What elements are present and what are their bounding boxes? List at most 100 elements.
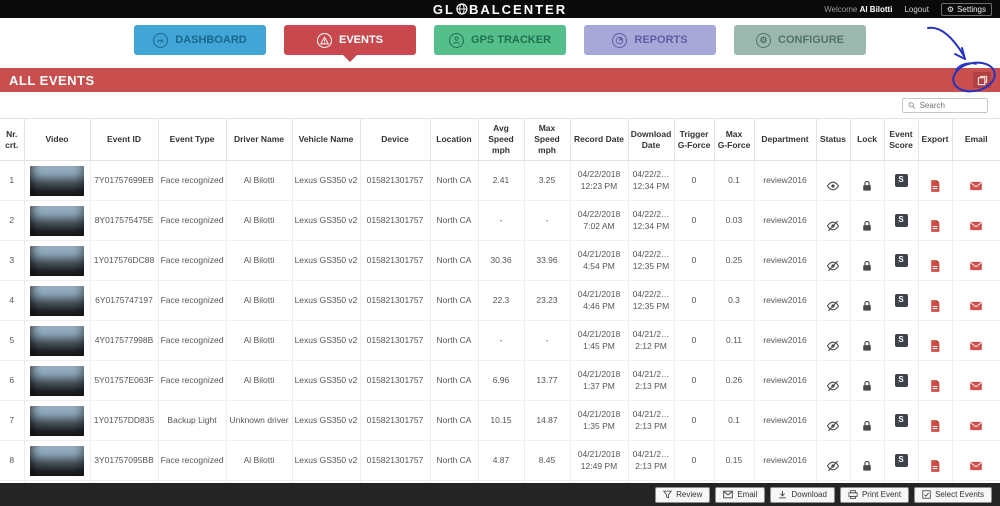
table-row[interactable]: 6 5Y01757E063F Face recognized Al Bilott…	[0, 360, 1000, 402]
video-thumbnail[interactable]	[30, 165, 84, 196]
event-score-badge[interactable]: S	[894, 454, 908, 468]
status-eye-icon[interactable]	[826, 299, 840, 313]
status-eye-icon[interactable]	[826, 259, 840, 273]
email-icon[interactable]	[969, 379, 983, 393]
column-header[interactable]: Avg Speed mph	[478, 117, 525, 162]
tab-gps-tracker[interactable]: GPS TRACKER	[434, 25, 566, 55]
column-header[interactable]: Download Date	[628, 117, 675, 162]
column-header[interactable]: Email	[952, 117, 1000, 162]
logout-link[interactable]: Logout	[904, 4, 929, 14]
column-header[interactable]: Lock	[850, 117, 885, 162]
status-eye-icon[interactable]	[826, 179, 840, 193]
event-score-badge[interactable]: S	[894, 414, 908, 428]
video-thumbnail[interactable]	[30, 325, 84, 356]
export-pdf-icon[interactable]	[928, 419, 942, 433]
column-header[interactable]: Event Score	[884, 117, 919, 162]
device-cell: 015821301757	[360, 240, 431, 282]
export-pdf-icon[interactable]	[928, 259, 942, 273]
lock-icon[interactable]	[860, 459, 874, 473]
export-pdf-icon[interactable]	[928, 339, 942, 353]
email-icon[interactable]	[969, 219, 983, 233]
column-header[interactable]: Location	[430, 117, 479, 162]
email-icon[interactable]	[969, 299, 983, 313]
table-row[interactable]: 4 6Y0175747197 Face recognized Al Bilott…	[0, 280, 1000, 322]
review-button[interactable]: Review	[655, 486, 711, 503]
tab-events[interactable]: EVENTS	[284, 25, 416, 62]
lock-icon[interactable]	[860, 379, 874, 393]
event-score-badge[interactable]: S	[894, 334, 908, 348]
vehicle-name-cell: Lexus GS350 v2	[292, 440, 361, 482]
video-thumbnail[interactable]	[30, 365, 84, 396]
video-thumbnail[interactable]	[30, 245, 84, 276]
status-eye-icon[interactable]	[826, 419, 840, 433]
event-score-badge[interactable]: S	[894, 214, 908, 228]
tab-reports[interactable]: REPORTS	[584, 25, 716, 55]
print-event-button[interactable]: Print Event	[839, 486, 910, 503]
settings-button[interactable]: ⚙ Settings	[940, 2, 992, 16]
event-score-badge[interactable]: S	[894, 374, 908, 388]
video-thumbnail[interactable]	[30, 205, 84, 236]
table-row[interactable]: 2 8Y017575475E Face recognized Al Bilott…	[0, 200, 1000, 242]
status-eye-icon[interactable]	[826, 219, 840, 233]
tab-dashboard[interactable]: DASHBOARD	[134, 25, 266, 55]
events-table-header-row: Nr. crt. Video Event ID Event Type Driver Na…	[0, 117, 1000, 162]
event-id-cell: 1Y01757DD835	[90, 400, 159, 442]
vehicle-name-cell: Lexus GS350 v2	[292, 160, 361, 202]
export-pdf-icon[interactable]	[928, 459, 942, 473]
column-header[interactable]: Department	[754, 117, 817, 162]
column-header[interactable]: Device	[360, 117, 431, 162]
email-icon[interactable]	[969, 259, 983, 273]
events-table: Nr. crt. Video Event ID Event Type Driver Na…	[0, 117, 1000, 506]
email-icon[interactable]	[969, 459, 983, 473]
search-input[interactable]	[919, 101, 982, 110]
export-events-button[interactable]	[973, 72, 991, 88]
column-header[interactable]: Vehicle Name	[292, 117, 361, 162]
status-eye-icon[interactable]	[826, 339, 840, 353]
email-icon[interactable]	[969, 179, 983, 193]
avg-speed-cell: 10.15	[478, 400, 525, 442]
table-row[interactable]: 7 1Y01757DD835 Backup Light Unknown driv…	[0, 400, 1000, 442]
column-header[interactable]: Nr. crt.	[0, 117, 25, 162]
lock-icon[interactable]	[860, 179, 874, 193]
export-pdf-icon[interactable]	[928, 219, 942, 233]
search-box[interactable]	[902, 98, 988, 113]
table-row[interactable]: 1 7Y01757699EB Face recognized Al Bilott…	[0, 160, 1000, 202]
download-button[interactable]: Download	[770, 486, 835, 503]
event-score-badge[interactable]: S	[894, 294, 908, 308]
status-eye-icon[interactable]	[826, 379, 840, 393]
app-logo: GL BALCENTER	[433, 2, 567, 17]
email-icon[interactable]	[969, 419, 983, 433]
video-thumbnail[interactable]	[30, 445, 84, 476]
event-score-badge[interactable]: S	[894, 254, 908, 268]
export-pdf-icon[interactable]	[928, 379, 942, 393]
column-header[interactable]: Driver Name	[226, 117, 293, 162]
table-row[interactable]: 8 3Y01757095BB Face recognized Al Bilott…	[0, 440, 1000, 482]
column-header[interactable]: Export	[918, 117, 953, 162]
column-header[interactable]: Max G-Force	[714, 117, 755, 162]
video-thumbnail[interactable]	[30, 405, 84, 436]
table-row[interactable]: 5 4Y017577998B Face recognized Al Bilott…	[0, 320, 1000, 362]
export-pdf-icon[interactable]	[928, 179, 942, 193]
table-row[interactable]: 3 1Y017576DC88 Face recognized Al Bilott…	[0, 240, 1000, 282]
column-header[interactable]: Video	[24, 117, 91, 162]
export-pdf-icon[interactable]	[928, 299, 942, 313]
select-events-button[interactable]: Select Events	[914, 486, 992, 503]
lock-icon[interactable]	[860, 299, 874, 313]
event-id-cell: 8Y017575475E	[90, 200, 159, 242]
column-header[interactable]: Record Date	[570, 117, 629, 162]
event-score-badge[interactable]: S	[894, 174, 908, 188]
lock-icon[interactable]	[860, 339, 874, 353]
tab-configure[interactable]: ⚙ CONFIGURE	[734, 25, 866, 55]
lock-icon[interactable]	[860, 419, 874, 433]
video-thumbnail[interactable]	[30, 285, 84, 316]
email-icon[interactable]	[969, 339, 983, 353]
status-eye-icon[interactable]	[826, 459, 840, 473]
lock-icon[interactable]	[860, 219, 874, 233]
column-header[interactable]: Trigger G-Force	[674, 117, 715, 162]
column-header[interactable]: Event ID	[90, 117, 159, 162]
column-header[interactable]: Event Type	[158, 117, 227, 162]
lock-icon[interactable]	[860, 259, 874, 273]
column-header[interactable]: Status	[816, 117, 851, 162]
email-button[interactable]: Email	[715, 486, 766, 503]
column-header[interactable]: Max Speed mph	[524, 117, 571, 162]
